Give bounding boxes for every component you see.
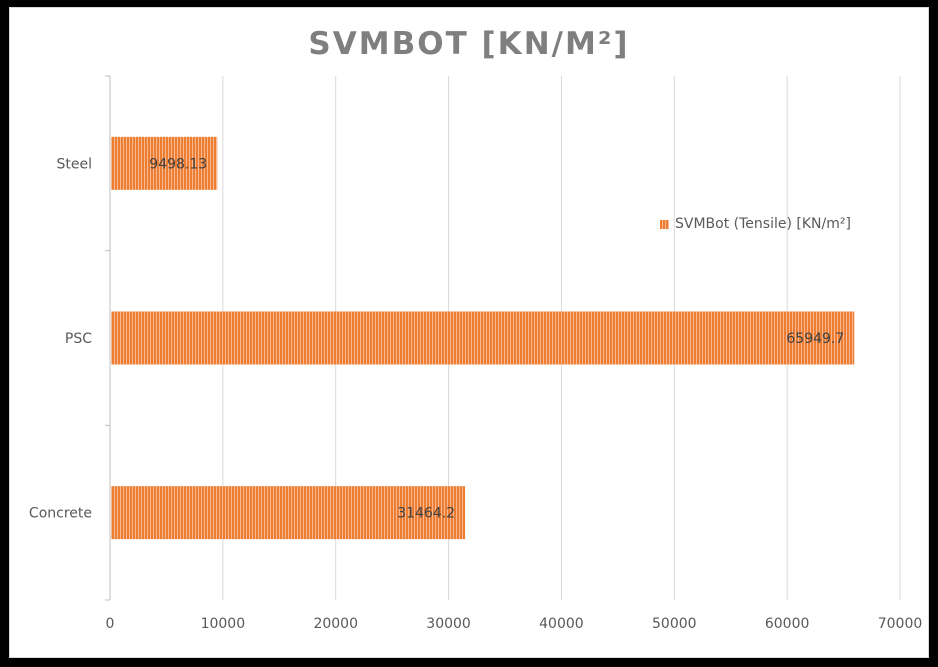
category-label: Concrete xyxy=(29,506,92,522)
x-tick-label: 10000 xyxy=(201,616,246,632)
category-label: Steel xyxy=(57,156,93,172)
x-tick-label: 40000 xyxy=(539,616,584,632)
legend: SVMBot (Tensile) [KN/m²] xyxy=(660,216,851,232)
bars xyxy=(111,136,855,540)
x-tick-label: 20000 xyxy=(313,616,358,632)
bar xyxy=(111,136,218,190)
legend-swatch xyxy=(660,219,669,229)
bar xyxy=(111,311,855,365)
x-tick-label: 60000 xyxy=(765,616,810,632)
chart-area: SVMBOT [KN/M²] 0 10000 20000 30000 40000 5000… xyxy=(9,7,929,658)
legend-label: SVMBot (Tensile) [KN/m²] xyxy=(675,216,851,232)
category-label: PSC xyxy=(65,331,92,347)
axes xyxy=(105,75,111,601)
data-label: 31464.2 xyxy=(397,506,455,522)
chart-title: SVMBOT [KN/M²] xyxy=(308,26,630,62)
x-tick-label: 30000 xyxy=(426,616,471,632)
plot-area: 0 10000 20000 30000 40000 50000 60000 70000 Stee… xyxy=(29,75,922,632)
bar xyxy=(111,486,466,540)
x-tick-label: 0 xyxy=(106,616,115,632)
labels: 0 10000 20000 30000 40000 50000 60000 70000 Stee… xyxy=(29,156,922,632)
data-label: 65949.7 xyxy=(786,331,844,347)
x-tick-label: 70000 xyxy=(878,616,923,632)
data-label: 9498.13 xyxy=(149,156,207,172)
x-tick-label: 50000 xyxy=(652,616,697,632)
